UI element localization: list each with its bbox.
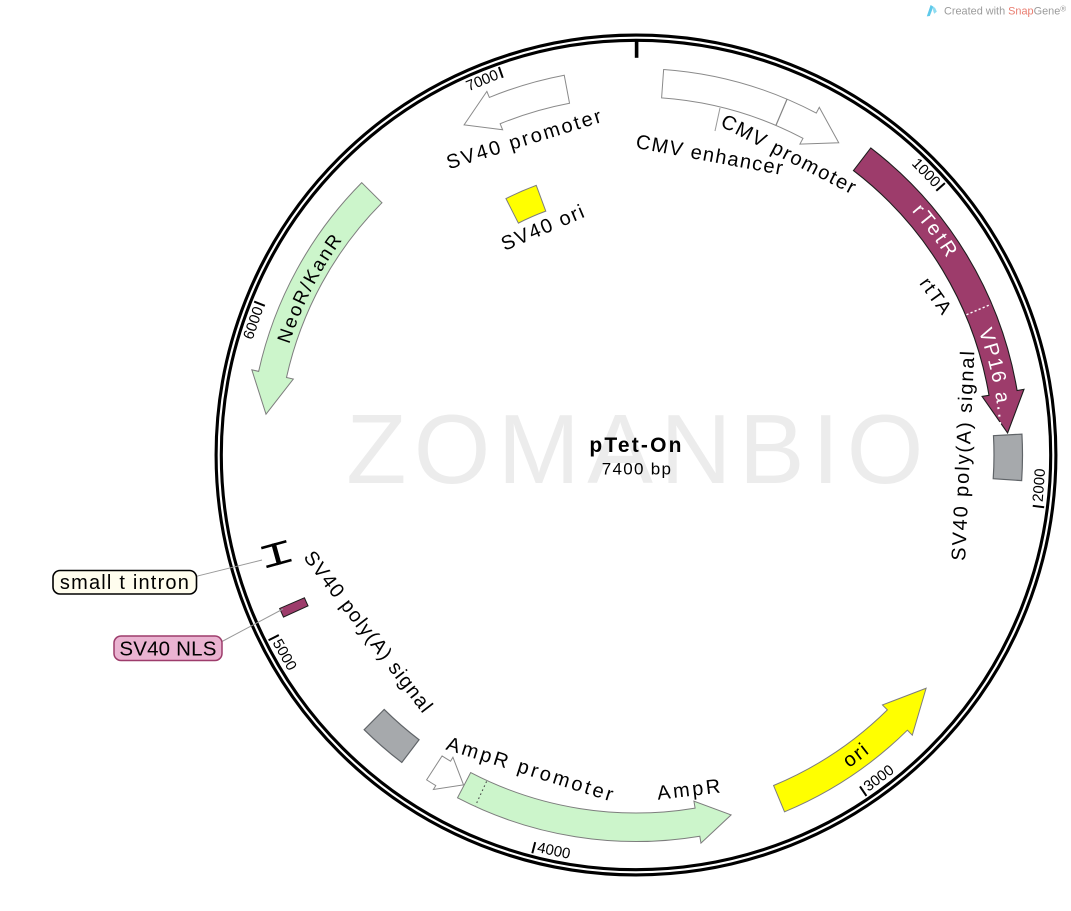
svg-text:ZOMANBIO: ZOMANBIO xyxy=(346,394,931,504)
svg-text:SV40 NLS: SV40 NLS xyxy=(119,637,216,660)
svg-text:2000: 2000 xyxy=(1030,468,1049,503)
svg-text:pTet-On: pTet-On xyxy=(589,434,683,457)
svg-text:7400 bp: 7400 bp xyxy=(602,460,673,479)
svg-text:small t intron: small t intron xyxy=(60,572,190,594)
svg-text:Created with SnapGene®: Created with SnapGene® xyxy=(944,5,1066,18)
svg-text:4000: 4000 xyxy=(536,839,572,862)
